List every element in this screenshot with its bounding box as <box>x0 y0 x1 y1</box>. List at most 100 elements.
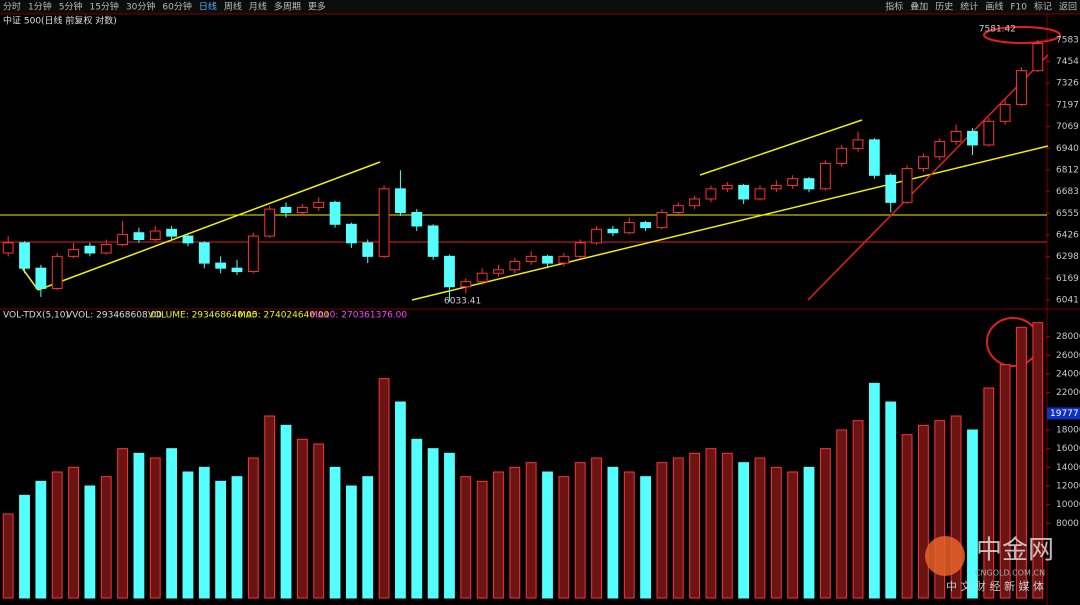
volume-bar <box>215 480 227 599</box>
y-tick-label: 26000 <box>1056 351 1080 361</box>
candle-body <box>100 244 112 254</box>
toolbar-button[interactable]: 月线 <box>249 1 267 13</box>
candle-body <box>738 184 750 200</box>
y-tick-label: 7197 <box>1056 100 1079 110</box>
volume-bar <box>901 434 913 599</box>
candle-body <box>558 255 570 264</box>
volume-bar <box>2 513 14 599</box>
candle-body <box>117 233 128 246</box>
candle-body <box>149 230 161 240</box>
y-tick-label: 10000 <box>1056 500 1080 510</box>
price-title: 中证 500(日线 前复权 对数) <box>3 15 117 27</box>
volume-bar <box>247 457 259 599</box>
toolbar-button[interactable]: 更多 <box>308 1 326 13</box>
volume-bar <box>476 480 488 599</box>
volume-bar <box>656 462 668 599</box>
candle-body <box>411 211 423 227</box>
candle-body <box>983 120 995 146</box>
volume-bar <box>444 452 455 599</box>
marks: 6041 6169 6298 6426 6555 6683 6812 6940 7069 7197… <box>2 35 1080 599</box>
candle-body <box>329 201 341 225</box>
candle-body <box>476 272 488 283</box>
toolbar-button[interactable]: 标记 <box>1034 1 1052 13</box>
volume-bar <box>591 457 602 599</box>
toolbar-button[interactable]: F10 <box>1010 3 1027 13</box>
volume-bar <box>149 457 161 599</box>
candle-body <box>166 228 178 237</box>
y-tick-label: 7583 <box>1056 35 1079 45</box>
y-tick-label: 18000 <box>1056 426 1080 436</box>
toolbar-button[interactable]: 叠加 <box>910 2 928 13</box>
volume-header: VOLUME: 293468640.00 <box>148 311 258 321</box>
toolbar-button[interactable]: 1分钟 <box>28 1 52 13</box>
candle-body <box>395 188 406 213</box>
toolbar-button[interactable]: 多周期 <box>274 1 301 13</box>
volume-bar <box>493 471 504 599</box>
y-tick-label: 6555 <box>1056 209 1079 219</box>
y-tick-label: 6683 <box>1056 187 1079 197</box>
volume-bar <box>345 485 357 599</box>
y-tick-label: 28000 <box>1056 332 1080 342</box>
marker-box <box>1047 407 1080 420</box>
volume-bar <box>182 471 194 599</box>
volume-bar <box>689 452 701 599</box>
y-tick-label: 8000 <box>1056 519 1079 529</box>
candle-body <box>1032 43 1044 72</box>
candle-body <box>623 222 635 234</box>
candle-body <box>574 242 586 257</box>
candle-body <box>934 141 946 158</box>
toolbar-button[interactable]: 日线 <box>199 1 217 13</box>
volume-bar <box>967 429 978 599</box>
volume-bar <box>787 471 799 599</box>
volume-bar <box>950 415 962 599</box>
toolbar-button[interactable]: 5分钟 <box>59 1 83 13</box>
trend-line <box>807 54 1049 301</box>
highlight <box>983 26 1061 44</box>
candle-body <box>509 260 521 271</box>
y-tick-label: 7454 <box>1056 57 1079 67</box>
candle-body <box>84 245 96 254</box>
y-tick-label: 7326 <box>1056 79 1079 89</box>
toolbar-button[interactable]: 15分钟 <box>89 1 118 13</box>
candle-body <box>901 168 913 203</box>
toolbar-button[interactable]: 画线 <box>985 1 1003 13</box>
toolbar-button[interactable]: 指标 <box>885 1 903 13</box>
toolbar-button[interactable]: 30分钟 <box>126 1 155 13</box>
volume-bar <box>738 462 750 599</box>
candle-body <box>68 249 79 257</box>
toolbar-button[interactable]: 周线 <box>224 1 242 13</box>
volume-header: MA5: 274024640.00 <box>238 311 330 321</box>
volume-bar <box>574 462 586 599</box>
toolbar-button[interactable]: 60分钟 <box>162 1 191 13</box>
candle-body <box>868 139 880 176</box>
candle-body <box>770 184 782 190</box>
volume-bar <box>525 462 537 599</box>
candle-body <box>231 267 243 273</box>
volume-bar <box>460 476 472 599</box>
candle-body <box>607 228 619 234</box>
volume-bar <box>918 424 929 599</box>
toolbar-button[interactable]: 返回 <box>1059 1 1077 13</box>
volume-title: VOL-TDX(5,10) <box>3 311 69 321</box>
toolbar-button[interactable]: 分时 <box>3 1 21 13</box>
volume-bar <box>427 448 439 599</box>
y-tick-label: 6812 <box>1056 165 1079 175</box>
candle-body <box>378 188 390 257</box>
y-tick-label: 6041 <box>1056 296 1079 306</box>
volume-bar <box>329 466 341 599</box>
volume-bar <box>100 476 112 599</box>
candle-body <box>427 225 439 257</box>
candle-body <box>362 242 374 257</box>
volume-bar <box>607 466 619 599</box>
candle-body <box>672 205 684 213</box>
logo-url: CNGOLD.COM.CN <box>975 569 1045 578</box>
candle-body <box>885 174 897 203</box>
volume-bar <box>623 471 635 599</box>
toolbar-button[interactable]: 历史 <box>935 1 953 13</box>
volume-bar <box>1032 322 1044 599</box>
volume-bar <box>1016 326 1027 599</box>
volume-bar <box>770 466 782 599</box>
toolbar-button[interactable]: 统计 <box>960 1 978 13</box>
